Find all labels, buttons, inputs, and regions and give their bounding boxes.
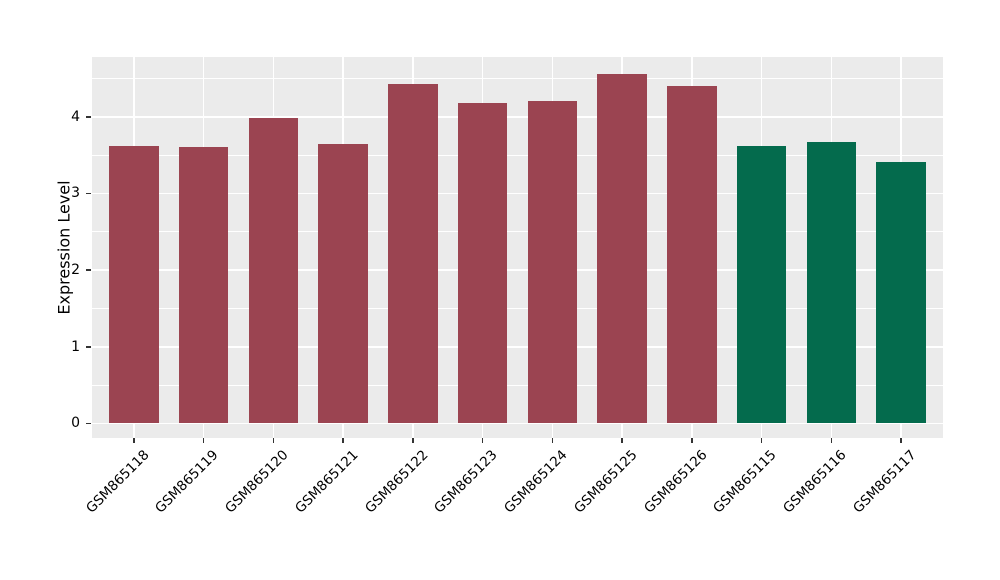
y-tick-mark [86,116,91,118]
x-tick-label: GSM865126 [640,447,711,517]
bar-GSM865115 [736,145,787,424]
x-tick-mark [133,438,135,443]
x-tick-label: GSM865119 [152,447,222,517]
y-tick-label: 3 [71,185,80,202]
x-tick-mark [760,438,763,443]
x-tick-label: GSM865116 [780,447,850,517]
x-tick-mark [342,438,344,443]
x-tick-label: GSM865124 [501,447,571,517]
x-tick-mark [900,438,902,443]
bar-GSM865117 [876,162,926,424]
bar-GSM865123 [457,102,508,424]
x-tick-mark [691,438,693,443]
x-tick-mark [551,438,554,443]
x-tick-label: GSM865125 [571,447,641,517]
plot-panel [92,57,943,438]
x-tick-label: GSM865121 [291,447,362,517]
bar-GSM865118 [109,145,159,424]
x-tick-label: GSM865123 [431,447,501,517]
y-tick-mark [86,346,91,348]
y-tick-label: 0 [71,415,80,432]
x-tick-label: GSM865117 [850,447,920,517]
x-tick-mark [481,438,484,443]
x-tick-label: GSM865122 [361,447,432,517]
y-tick-mark [86,422,91,425]
gridline-major-horizontal [92,116,943,118]
x-tick-mark [272,438,275,443]
y-tick-mark [86,269,91,271]
y-tick-label: 1 [71,338,80,355]
y-tick-mark [86,192,91,195]
y-tick-label: 4 [71,108,80,125]
x-tick-label: GSM865118 [82,447,153,517]
x-tick-label: GSM865120 [222,447,292,517]
x-tick-mark [412,438,414,443]
x-tick-mark [830,438,833,443]
bar-GSM865125 [597,73,647,424]
bar-GSM865116 [806,142,857,424]
bar-GSM865124 [527,100,578,424]
y-tick-label: 2 [71,262,80,279]
bar-GSM865126 [667,86,717,424]
x-tick-label: GSM865115 [710,447,780,517]
x-tick-mark [621,438,623,443]
bar-GSM865119 [178,146,229,424]
x-tick-mark [202,438,205,443]
gridline-minor-horizontal [92,78,943,79]
bar-GSM865120 [248,117,299,424]
bar-GSM865122 [388,83,438,424]
bar-GSM865121 [318,144,368,424]
